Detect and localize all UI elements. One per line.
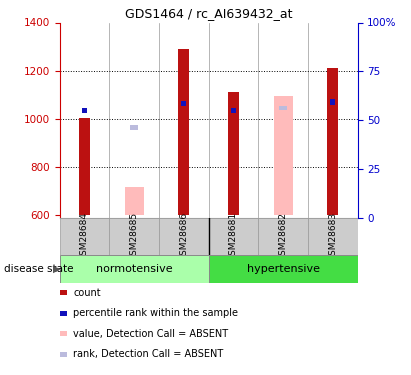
Bar — [228, 92, 239, 215]
Text: GSM28686: GSM28686 — [179, 212, 188, 261]
Text: hypertensive: hypertensive — [247, 264, 320, 274]
Text: GSM28685: GSM28685 — [129, 212, 139, 261]
Bar — [208, 217, 258, 255]
Bar — [79, 118, 90, 215]
Bar — [178, 49, 189, 215]
Bar — [82, 108, 87, 113]
Text: ▶: ▶ — [53, 264, 60, 274]
Text: GSM28683: GSM28683 — [328, 212, 337, 261]
Text: GSM28684: GSM28684 — [80, 212, 89, 261]
Text: GSM28681: GSM28681 — [229, 212, 238, 261]
Bar — [159, 217, 208, 255]
Bar — [181, 100, 186, 106]
Text: disease state: disease state — [4, 264, 74, 274]
Text: GSM28682: GSM28682 — [279, 212, 288, 261]
Bar — [274, 96, 293, 215]
Bar — [208, 255, 358, 283]
Bar — [60, 255, 209, 283]
Bar — [130, 125, 138, 130]
Bar — [231, 108, 236, 113]
Text: percentile rank within the sample: percentile rank within the sample — [73, 308, 238, 318]
Bar — [125, 188, 143, 215]
Text: rank, Detection Call = ABSENT: rank, Detection Call = ABSENT — [73, 350, 224, 359]
Bar — [279, 105, 287, 110]
Title: GDS1464 / rc_AI639432_at: GDS1464 / rc_AI639432_at — [125, 7, 292, 20]
Bar — [308, 217, 358, 255]
Text: value, Detection Call = ABSENT: value, Detection Call = ABSENT — [73, 329, 228, 339]
Bar — [60, 217, 109, 255]
Bar — [327, 68, 338, 215]
Bar — [258, 217, 308, 255]
Text: normotensive: normotensive — [96, 264, 172, 274]
Bar — [330, 99, 335, 105]
Bar — [109, 217, 159, 255]
Text: count: count — [73, 288, 101, 297]
